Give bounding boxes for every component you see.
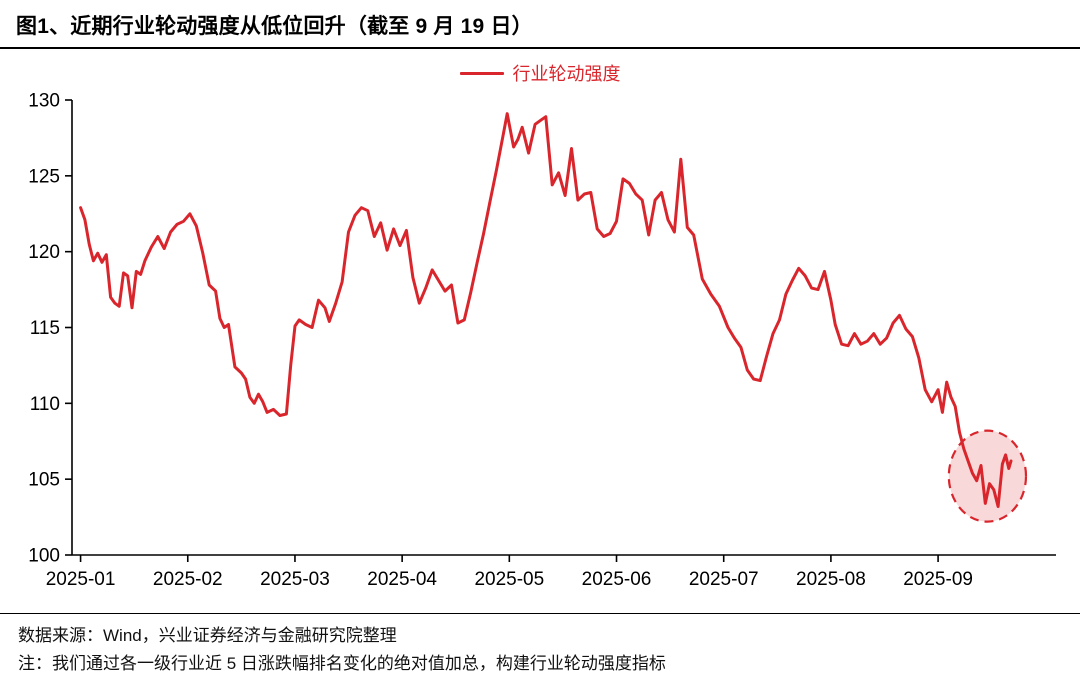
- svg-text:2025-02: 2025-02: [153, 569, 223, 590]
- figure-footnotes: 数据来源：Wind，兴业证券经济与金融研究院整理 注：我们通过各一级行业近 5 …: [0, 613, 1080, 677]
- svg-text:2025-01: 2025-01: [46, 569, 116, 590]
- svg-text:105: 105: [28, 470, 60, 491]
- legend-line-swatch: [459, 71, 504, 75]
- svg-text:2025-04: 2025-04: [367, 569, 437, 590]
- svg-text:2025-03: 2025-03: [260, 569, 330, 590]
- svg-text:2025-07: 2025-07: [689, 569, 759, 590]
- svg-text:130: 130: [28, 91, 60, 112]
- svg-text:100: 100: [28, 546, 60, 567]
- svg-text:125: 125: [28, 166, 60, 187]
- svg-text:110: 110: [30, 394, 60, 415]
- svg-text:115: 115: [30, 318, 60, 339]
- svg-text:2025-09: 2025-09: [903, 569, 973, 590]
- svg-text:120: 120: [28, 242, 60, 263]
- figure-header: 图1、近期行业轮动强度从低位回升（截至 9 月 19 日）: [0, 0, 1080, 49]
- chart-area: 行业轮动强度 100 105 110 115 120 125 130 2025-01 2025-…: [0, 62, 1080, 601]
- legend-label: 行业轮动强度: [512, 64, 621, 84]
- line-chart: 100 105 110 115 120 125 130 2025-01 2025-02 2025-…: [28, 91, 1056, 590]
- data-source-note: 数据来源：Wind，兴业证券经济与金融研究院整理: [18, 626, 397, 645]
- svg-text:2025-06: 2025-06: [582, 569, 652, 590]
- figure-title: 图1、近期行业轮动强度从低位回升（截至 9 月 19 日）: [16, 15, 533, 38]
- svg-text:2025-05: 2025-05: [474, 569, 544, 590]
- methodology-note: 注：我们通过各一级行业近 5 日涨跌幅排名变化的绝对值加总，构建行业轮动强度指标: [18, 653, 666, 673]
- svg-text:2025-08: 2025-08: [796, 569, 866, 590]
- chart-legend: 行业轮动强度: [0, 62, 1080, 84]
